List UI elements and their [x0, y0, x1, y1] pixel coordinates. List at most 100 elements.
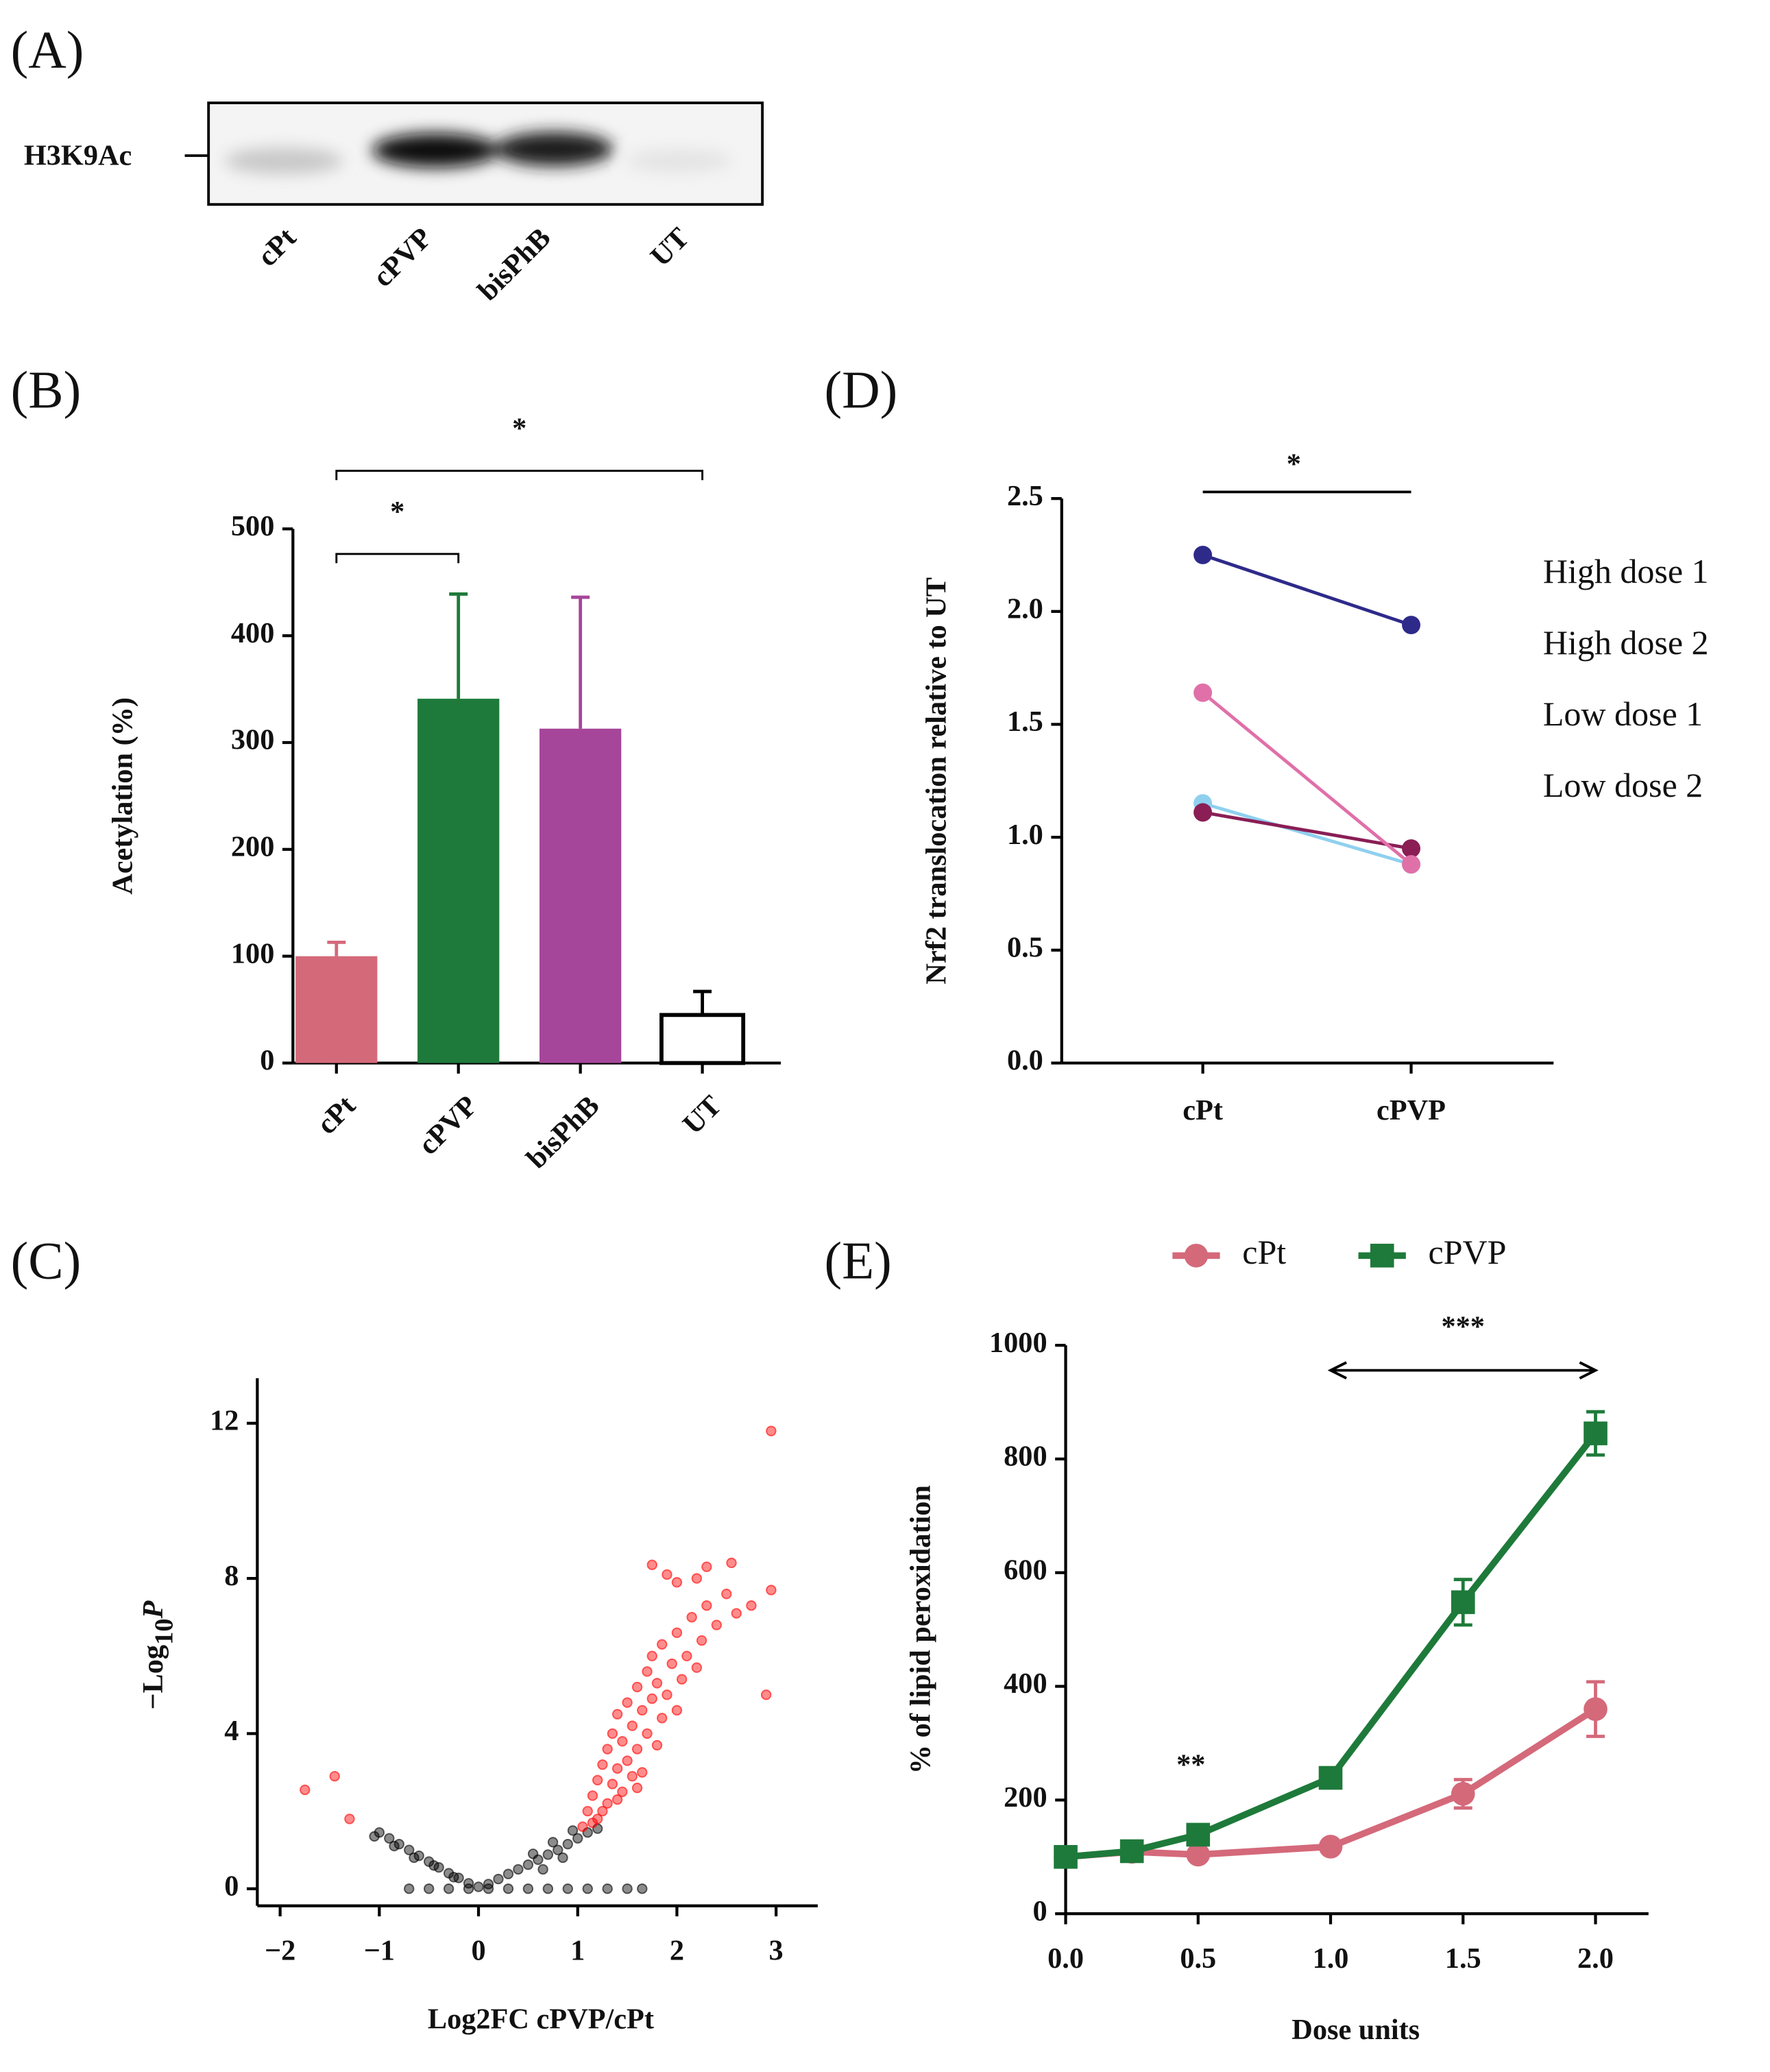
point [617, 1786, 628, 1797]
point [651, 1678, 663, 1689]
point [502, 1868, 514, 1879]
x-tick-label: bisPhB [520, 1089, 606, 1175]
y-tick-label: 300 [231, 724, 274, 756]
y-tick-label: 2.5 [1007, 480, 1043, 512]
y-tick-label: 600 [1004, 1554, 1047, 1586]
point [701, 1600, 712, 1611]
x-tick-label: cPt [1183, 1094, 1223, 1127]
x-tick-label: UT [677, 1089, 728, 1141]
point [597, 1759, 608, 1770]
point [448, 1872, 459, 1883]
point [443, 1883, 454, 1894]
point [691, 1573, 703, 1584]
x-tick-label: 3 [769, 1935, 784, 1967]
point [701, 1561, 712, 1572]
point [542, 1883, 554, 1894]
x-tick-label: cPt [311, 1089, 362, 1141]
lane-label: cPt [251, 221, 302, 273]
bar [540, 728, 622, 1063]
y-tick-label: 400 [231, 617, 274, 649]
point [637, 1704, 648, 1716]
blot-bands [224, 132, 732, 174]
series-line [1202, 691, 1413, 866]
series-line [1065, 1431, 1599, 1861]
point [646, 1693, 657, 1704]
y-axis-label: Acetylation (%) [107, 697, 139, 895]
y-tick-label: 0 [224, 1870, 239, 1902]
marker [1584, 1421, 1608, 1445]
y-tick-label: 200 [1004, 1781, 1047, 1814]
y-axis-label: Nrf2 translocation relative to UT [921, 577, 953, 985]
point [637, 1767, 648, 1778]
point [711, 1619, 722, 1630]
bar [417, 699, 500, 1063]
significance-bracket [335, 553, 460, 564]
marker [1584, 1697, 1608, 1722]
point [642, 1728, 653, 1739]
point [423, 1883, 435, 1894]
point [577, 1821, 588, 1832]
annotation: ** [1176, 1748, 1205, 1781]
x-tick-label: 1 [570, 1935, 585, 1967]
marker [1318, 1835, 1343, 1859]
x-tick-label: 0.0 [1047, 1942, 1084, 1975]
marker [1402, 855, 1420, 874]
significance-label: * [390, 496, 404, 528]
point [676, 1674, 688, 1685]
point [384, 1833, 395, 1844]
y-tick-label: 800 [1004, 1441, 1047, 1473]
point [726, 1557, 737, 1569]
marker [1193, 803, 1213, 822]
y-tick-label: 1000 [989, 1327, 1047, 1359]
point [646, 1650, 657, 1661]
point [602, 1883, 613, 1894]
legend-label: cPVP [1429, 1233, 1507, 1271]
point [637, 1883, 648, 1894]
point [493, 1873, 504, 1885]
point [657, 1639, 668, 1650]
x-tick-label: 2 [670, 1935, 684, 1967]
point [662, 1569, 672, 1580]
marker [1451, 1590, 1475, 1615]
point [597, 1805, 608, 1817]
x-tick-label: cPVP [1377, 1094, 1446, 1127]
y-tick-label: 0 [260, 1044, 274, 1076]
legend-label: Low dose 1 [1543, 695, 1703, 733]
point [622, 1755, 633, 1766]
point [627, 1720, 638, 1731]
point [502, 1883, 514, 1894]
point [527, 1848, 539, 1859]
lane-label: UT [644, 221, 696, 273]
x-axis-label: Dose units [1292, 2014, 1420, 2046]
point [582, 1805, 593, 1817]
marker [1193, 545, 1213, 564]
point [602, 1798, 613, 1809]
y-tick-label: 1.5 [1007, 706, 1043, 738]
point [766, 1425, 777, 1436]
point [622, 1883, 633, 1894]
point [611, 1763, 623, 1774]
marker [1193, 683, 1213, 702]
point [369, 1831, 380, 1842]
point [602, 1744, 613, 1755]
series-line [1202, 802, 1412, 866]
y-label-main: −Log [137, 1645, 169, 1710]
point [766, 1585, 777, 1595]
x-tick-label: −1 [364, 1935, 395, 1967]
x-tick-label: 1.5 [1445, 1942, 1481, 1975]
marker [1186, 1822, 1211, 1847]
series-line [1202, 553, 1412, 627]
marker [1186, 1842, 1211, 1867]
point [760, 1689, 772, 1700]
point [642, 1666, 653, 1677]
y-tick-label: 0.0 [1007, 1044, 1043, 1076]
point [587, 1790, 598, 1801]
point [567, 1825, 579, 1836]
point [696, 1635, 707, 1646]
point [522, 1859, 534, 1870]
point [572, 1833, 583, 1844]
point [631, 1782, 643, 1794]
point [562, 1883, 573, 1894]
point [681, 1650, 692, 1661]
point [463, 1883, 474, 1894]
